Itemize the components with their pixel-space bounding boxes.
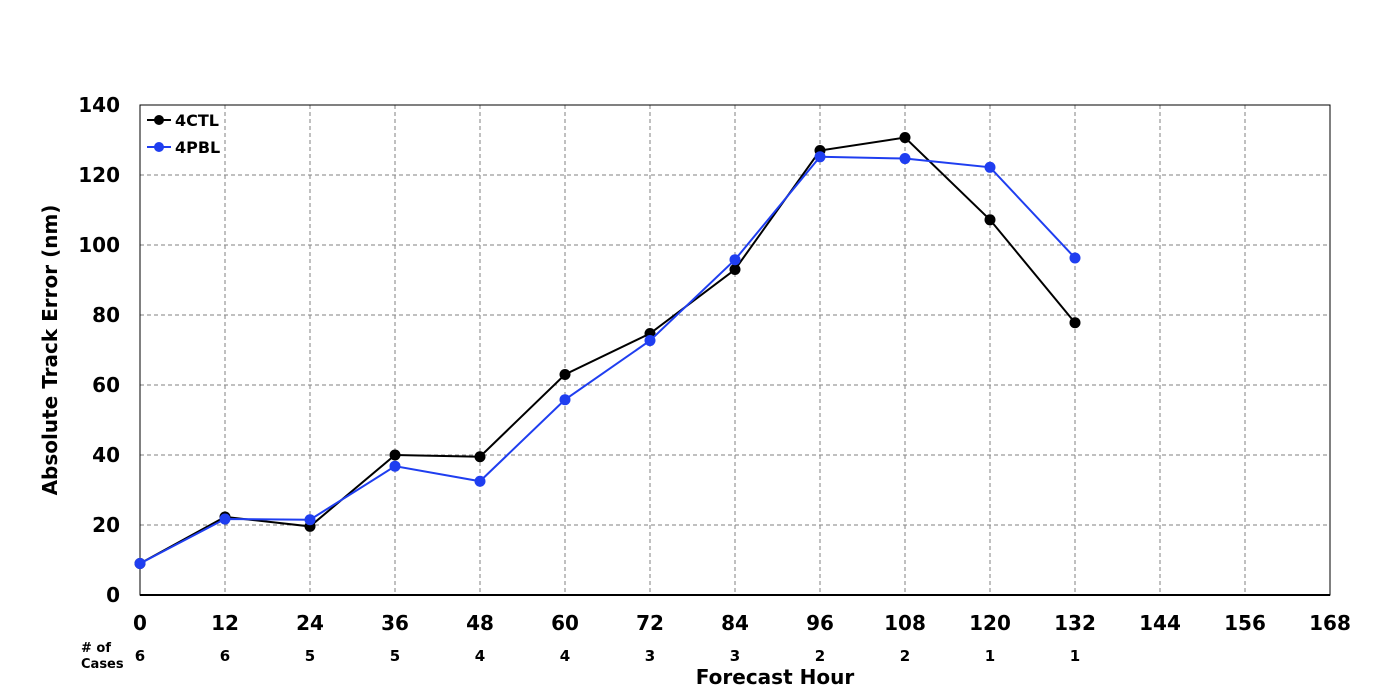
x-tick-label: 0: [133, 611, 147, 635]
legend-item: 4CTL: [147, 111, 219, 130]
series-line: [139, 136, 1076, 565]
y-axis-title: Absolute Track Error (nm): [38, 205, 62, 496]
grid-lines: [140, 105, 1330, 595]
data-point: [389, 460, 401, 472]
case-count: 2: [900, 647, 910, 665]
series-4ctl: [134, 132, 1081, 569]
x-tick-label: 72: [636, 611, 664, 635]
case-count: 1: [985, 647, 995, 665]
x-tick-label: 108: [884, 611, 926, 635]
data-point: [899, 132, 911, 144]
legend-marker: [154, 115, 164, 125]
case-count: 5: [390, 647, 400, 665]
x-tick-label: 156: [1224, 611, 1266, 635]
x-tick-label: 120: [969, 611, 1011, 635]
y-tick-label: 80: [92, 303, 120, 327]
legend-item: 4PBL: [147, 138, 220, 157]
y-tick-label: 60: [92, 373, 120, 397]
x-tick-label: 36: [381, 611, 409, 635]
y-tick-label: 140: [78, 93, 120, 117]
series-4pbl: [134, 151, 1081, 569]
case-count: 3: [730, 647, 740, 665]
data-point: [474, 475, 486, 487]
data-point: [899, 153, 911, 165]
y-tick-label: 120: [78, 163, 120, 187]
data-point: [1069, 252, 1081, 264]
y-tick-label: 100: [78, 233, 120, 257]
data-point: [729, 254, 741, 266]
series-layer: [134, 132, 1081, 569]
x-tick-label: 168: [1309, 611, 1351, 635]
series-line: [139, 155, 1076, 565]
x-tick-label: 132: [1054, 611, 1096, 635]
cases-title: # of: [81, 641, 111, 656]
y-tick-label: 20: [92, 513, 120, 537]
case-count: 4: [475, 647, 485, 665]
data-point: [134, 558, 146, 569]
x-axis-title: Forecast Hour: [696, 665, 855, 689]
case-count: 4: [560, 647, 570, 665]
data-point: [1069, 317, 1081, 329]
data-point: [984, 161, 996, 173]
case-count: 2: [815, 647, 825, 665]
x-tick-labels: 0 12 24 36 48 60 72 84 96 108 120 132 144 156 168: [133, 611, 1351, 635]
case-count: 6: [220, 647, 230, 665]
x-tick-label: 48: [466, 611, 494, 635]
legend: 4CTL 4PBL: [147, 111, 220, 157]
x-tick-label: 96: [806, 611, 834, 635]
legend-label: 4PBL: [175, 138, 220, 157]
case-count: 5: [305, 647, 315, 665]
data-point: [389, 449, 401, 461]
data-point: [559, 369, 571, 380]
data-point: [814, 151, 826, 163]
y-tick-label: 0: [106, 583, 120, 607]
data-point: [984, 214, 996, 226]
cases-row: # of Cases 6 6 5 5 4 4 3 3 2 2 1 1: [81, 641, 1080, 672]
data-point: [559, 394, 571, 406]
y-tick-label: 40: [92, 443, 120, 467]
case-count: 1: [1070, 647, 1080, 665]
legend-marker: [154, 142, 164, 152]
data-point: [304, 514, 316, 526]
case-count: 6: [135, 647, 145, 665]
data-point: [644, 335, 656, 347]
data-point: [219, 513, 231, 525]
x-tick-label: 24: [296, 611, 324, 635]
legend-label: 4CTL: [175, 111, 219, 130]
y-tick-labels: 0 20 40 60 80 100 120 140: [78, 93, 120, 607]
x-tick-label: 144: [1139, 611, 1181, 635]
x-tick-label: 60: [551, 611, 579, 635]
x-tick-label: 84: [721, 611, 749, 635]
data-point: [729, 264, 741, 275]
case-count: 3: [645, 647, 655, 665]
cases-title: Cases: [81, 657, 124, 672]
data-point: [474, 451, 486, 463]
x-tick-label: 12: [211, 611, 239, 635]
